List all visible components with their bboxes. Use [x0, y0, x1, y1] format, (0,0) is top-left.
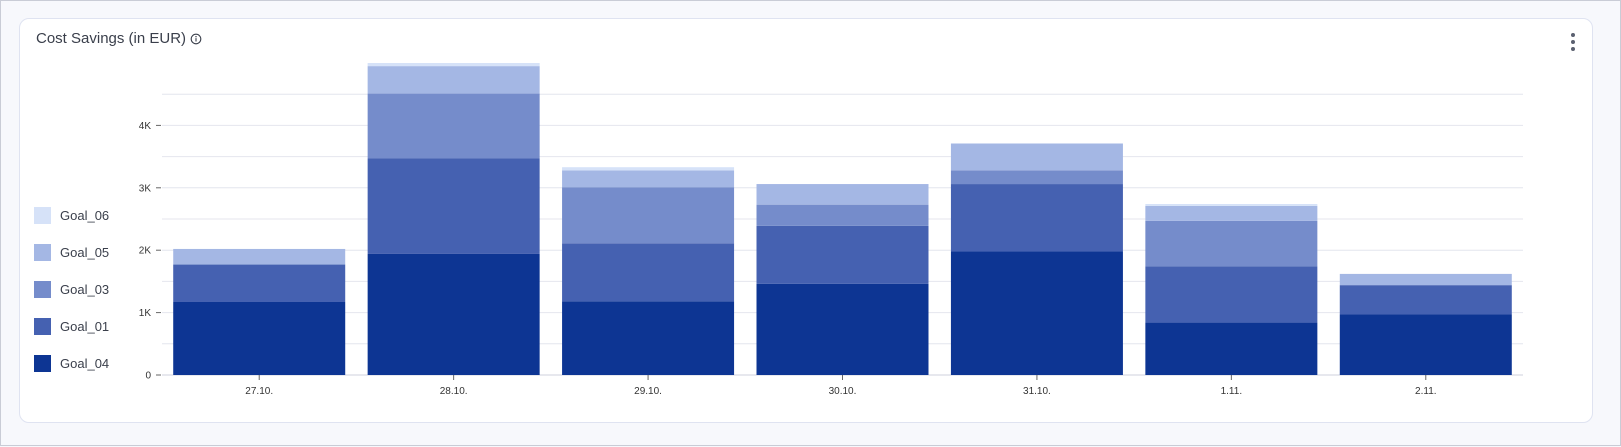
bar-goal-06-1.11.[interactable] [1145, 204, 1318, 206]
x-tick-label: 30.10. [829, 386, 857, 397]
x-tick-label: 1.11. [1221, 386, 1243, 397]
bar-goal-06-28.10.[interactable] [367, 63, 540, 67]
legend-swatch [34, 243, 51, 261]
x-tick-label: 29.10. [634, 386, 662, 397]
bar-goal-01-30.10.[interactable] [756, 225, 929, 284]
bar-goal-01-27.10.[interactable] [173, 264, 346, 302]
bar-goal-04-31.10.[interactable] [950, 251, 1123, 375]
legend-swatch [34, 354, 51, 372]
y-tick-label: 1K [139, 308, 152, 319]
bar-goal-04-27.10.[interactable] [173, 301, 346, 375]
bar-goal-05-27.10.[interactable] [173, 248, 346, 265]
x-tick-label: 31.10. [1023, 386, 1051, 397]
y-tick-label: 3K [139, 183, 152, 194]
legend-label: Goal_05 [60, 244, 110, 260]
bar-goal-04-2.11.[interactable] [1339, 314, 1512, 375]
legend-item-goal-05[interactable]: Goal_05 [34, 243, 109, 261]
card-header: Cost Savings (in EUR) [36, 30, 202, 47]
legend-item-goal-03[interactable]: Goal_03 [34, 280, 109, 298]
x-tick-label: 28.10. [440, 386, 468, 397]
legend-item-goal-01[interactable]: Goal_01 [34, 317, 109, 335]
card-title: Cost Savings (in EUR) [36, 30, 187, 47]
chart-legend: Goal_06 Goal_05 Goal_03 Goal_01 Goal_04 [34, 206, 109, 372]
legend-label: Goal_01 [60, 318, 110, 334]
legend-label: Goal_04 [60, 355, 110, 371]
bar-goal-05-30.10.[interactable] [756, 184, 929, 205]
x-tick-label: 2.11. [1415, 386, 1437, 397]
bar-goal-03-31.10.[interactable] [950, 170, 1123, 185]
bar-goal-01-29.10.[interactable] [562, 243, 735, 302]
kebab-menu-icon[interactable] [1566, 31, 1580, 53]
legend-item-goal-06[interactable]: Goal_06 [34, 206, 109, 224]
legend-label: Goal_03 [60, 281, 110, 297]
bar-goal-03-30.10.[interactable] [756, 204, 929, 226]
bar-goal-05-1.11.[interactable] [1145, 205, 1318, 221]
bar-goal-01-28.10.[interactable] [367, 158, 540, 254]
legend-swatch [34, 206, 51, 224]
bar-goal-06-29.10.[interactable] [562, 167, 735, 171]
bar-goal-03-28.10.[interactable] [367, 93, 540, 159]
y-tick-label: 0 [145, 371, 151, 382]
info-icon[interactable] [190, 33, 202, 45]
bar-goal-04-30.10.[interactable] [756, 283, 929, 375]
bar-goal-03-29.10.[interactable] [562, 187, 735, 244]
bar-goal-04-29.10.[interactable] [562, 301, 735, 375]
bar-goal-01-2.11.[interactable] [1339, 285, 1512, 315]
bar-goal-05-28.10.[interactable] [367, 66, 540, 94]
bar-goal-04-28.10.[interactable] [367, 253, 540, 375]
y-tick-label: 4K [139, 121, 152, 132]
bar-goal-05-2.11.[interactable] [1339, 273, 1512, 286]
bar-goal-03-1.11.[interactable] [1145, 220, 1318, 267]
bar-goal-05-31.10.[interactable] [950, 143, 1123, 171]
bar-goal-05-29.10.[interactable] [562, 170, 735, 188]
legend-label: Goal_06 [60, 207, 110, 223]
legend-swatch [34, 280, 51, 298]
bar-goal-01-31.10.[interactable] [950, 184, 1123, 252]
legend-swatch [34, 317, 51, 335]
x-tick-label: 27.10. [245, 386, 273, 397]
y-tick-label: 2K [139, 246, 152, 257]
legend-item-goal-04[interactable]: Goal_04 [34, 354, 109, 372]
bar-goal-01-1.11.[interactable] [1145, 266, 1318, 323]
bar-goal-04-1.11.[interactable] [1145, 322, 1318, 375]
